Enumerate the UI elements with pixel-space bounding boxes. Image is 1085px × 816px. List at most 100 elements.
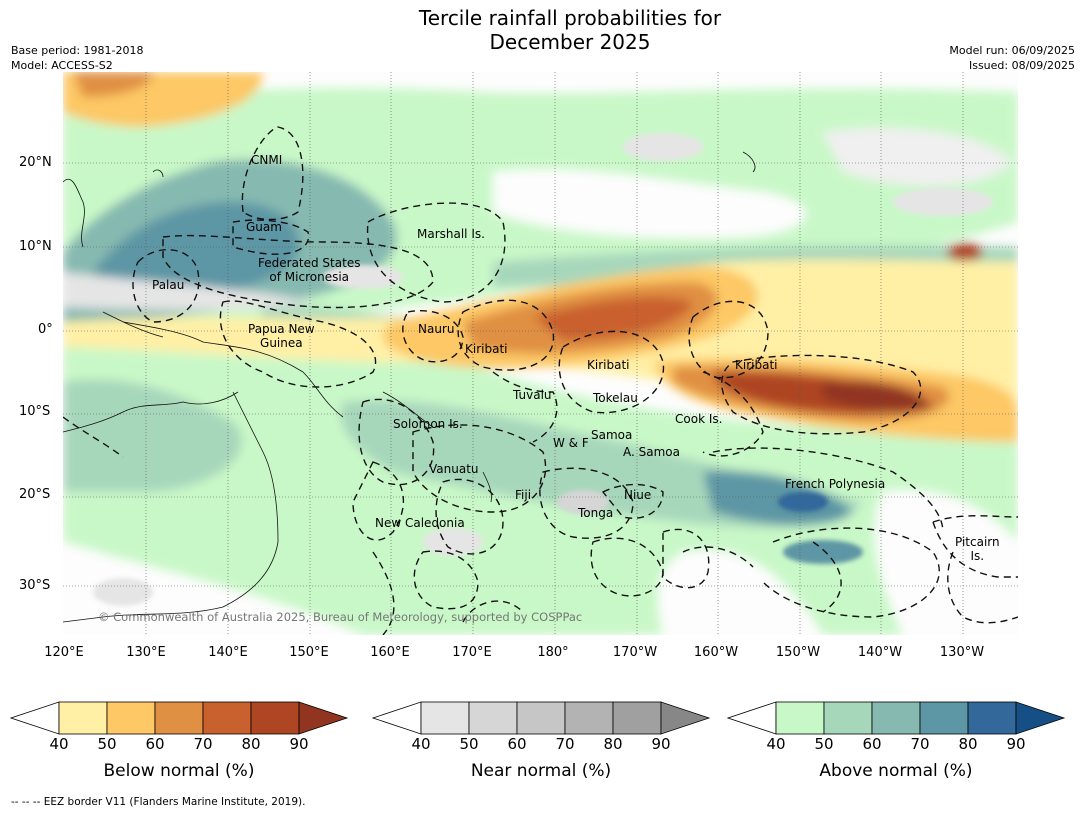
tick: 80 (603, 735, 623, 753)
tick: 90 (1006, 735, 1026, 753)
colorbar-title-above: Above normal (%) (819, 761, 973, 781)
label-png: Papua New Guinea (248, 322, 315, 350)
lat-label-20n: 20°N (19, 155, 52, 170)
colorbar-near-normal (372, 701, 711, 735)
lon-label-130w: 130°W (939, 645, 985, 660)
issued-date: Issued: 08/09/2025 (968, 59, 1075, 72)
colorbar-segment (202, 701, 252, 735)
lon-label-140e: 140°E (208, 645, 248, 660)
tick: 50 (459, 735, 479, 753)
label-french-polynesia: French Polynesia (785, 477, 886, 491)
colorbar-segment (823, 701, 873, 735)
title-line-2: December 2025 (489, 30, 651, 54)
label-tokelau: Tokelau (593, 391, 638, 405)
map-canvas (63, 72, 1018, 635)
lon-label-170e: 170°E (452, 645, 492, 660)
label-tonga: Tonga (578, 506, 614, 520)
model-name: Model: ACCESS-S2 (11, 59, 113, 72)
label-fiji: Fiji (515, 488, 532, 502)
colorbar-high-extension (660, 701, 711, 735)
lon-label-150e: 150°E (289, 645, 329, 660)
lat-label-30s: 30°S (19, 578, 51, 593)
label-png-line1: Papua New (248, 322, 315, 336)
colorbar-title-near: Near normal (%) (470, 761, 612, 781)
title-line-1: Tercile rainfall probabilities for (418, 6, 722, 30)
colorbar-segment (967, 701, 1017, 735)
lat-label-10s: 10°S (19, 404, 51, 419)
label-cook: Cook Is. (675, 412, 723, 426)
copyright-notice: © Commonwealth of Australia 2025, Bureau… (98, 610, 583, 624)
tick: 40 (49, 735, 69, 753)
lon-label-150w: 150°W (775, 645, 821, 660)
tick: 40 (411, 735, 431, 753)
colorbar-segment (775, 701, 825, 735)
map-title: Tercile rainfall probabilities for Decem… (0, 6, 1085, 54)
tick: 40 (766, 735, 786, 753)
tick: 50 (814, 735, 834, 753)
label-fsm: Federated States of Micronesia (258, 256, 360, 284)
label-solomon: Solomon Is. (393, 417, 463, 431)
colorbar-high-extension (1015, 701, 1066, 735)
colorbar-below-normal (10, 701, 349, 735)
label-nauru: Nauru (418, 322, 455, 336)
meta-right: Model run: 06/09/2025 Issued: 08/09/2025 (949, 43, 1075, 73)
eez-borders (63, 126, 1018, 635)
tick: 60 (145, 735, 165, 753)
rainfall-shading (63, 72, 1018, 635)
label-pitcairn-line1: Pitcairn (955, 535, 1000, 549)
colorbar-segment (612, 701, 662, 735)
colorbar-low-extension (10, 701, 60, 735)
label-niue: Niue (624, 488, 652, 502)
label-pitcairn: Pitcairn Is. (955, 535, 1000, 563)
meta-left: Base period: 1981-2018 Model: ACCESS-S2 (11, 43, 143, 73)
label-asamoa: A. Samoa (623, 445, 680, 459)
lon-label-160w: 160°W (693, 645, 739, 660)
tick: 50 (97, 735, 117, 753)
lon-label-160e: 160°E (370, 645, 410, 660)
lon-label-170w: 170°W (612, 645, 658, 660)
colorbar-segment (468, 701, 518, 735)
label-fsm-line1: Federated States (258, 256, 361, 270)
tick: 70 (193, 735, 213, 753)
label-palau: Palau (152, 278, 185, 292)
colorbar-segment (250, 701, 300, 735)
base-period: Base period: 1981-2018 (11, 44, 144, 57)
colorbar-segment (919, 701, 969, 735)
lon-label-120e: 120°E (44, 645, 84, 660)
graticule (63, 72, 1018, 635)
label-fsm-line2: of Micronesia (269, 270, 350, 284)
tick: 60 (507, 735, 527, 753)
label-kiribati-east: Kiribati (735, 358, 778, 372)
tick: 70 (910, 735, 930, 753)
colorbar-segment (420, 701, 470, 735)
colorbar-low-extension (727, 701, 777, 735)
coastlines (63, 151, 756, 623)
colorbar-high-extension (298, 701, 349, 735)
colorbar-above-normal (727, 701, 1066, 735)
tick: 80 (958, 735, 978, 753)
lat-label-10n: 10°N (19, 239, 52, 254)
label-png-line2: Guinea (260, 336, 303, 350)
label-cnmi: CNMI (251, 153, 283, 167)
label-kiribati-west: Kiribati (465, 342, 508, 356)
lat-label-20s: 20°S (19, 487, 51, 502)
tick: 90 (651, 735, 671, 753)
lon-label-180: 180° (537, 645, 569, 660)
colorbar-segment (564, 701, 614, 735)
label-kiribati-central: Kiribati (587, 358, 630, 372)
colorbar-segment (516, 701, 566, 735)
label-new-caledonia: New Caledonia (375, 516, 465, 530)
label-tuvalu: Tuvalu (513, 388, 552, 402)
colorbar-title-below: Below normal (%) (103, 761, 255, 781)
colorbar-low-extension (372, 701, 422, 735)
lon-label-130e: 130°E (126, 645, 166, 660)
label-pitcairn-line2: Is. (970, 549, 985, 563)
label-guam: Guam (246, 220, 282, 234)
model-run: Model run: 06/09/2025 (949, 44, 1075, 57)
colorbar-segment (871, 701, 921, 735)
tick: 70 (555, 735, 575, 753)
label-marshall: Marshall Is. (417, 227, 485, 241)
eez-footnote: -- -- -- EEZ border V11 (Flanders Marine… (11, 796, 306, 808)
lon-label-140w: 140°W (857, 645, 903, 660)
tick: 90 (289, 735, 309, 753)
